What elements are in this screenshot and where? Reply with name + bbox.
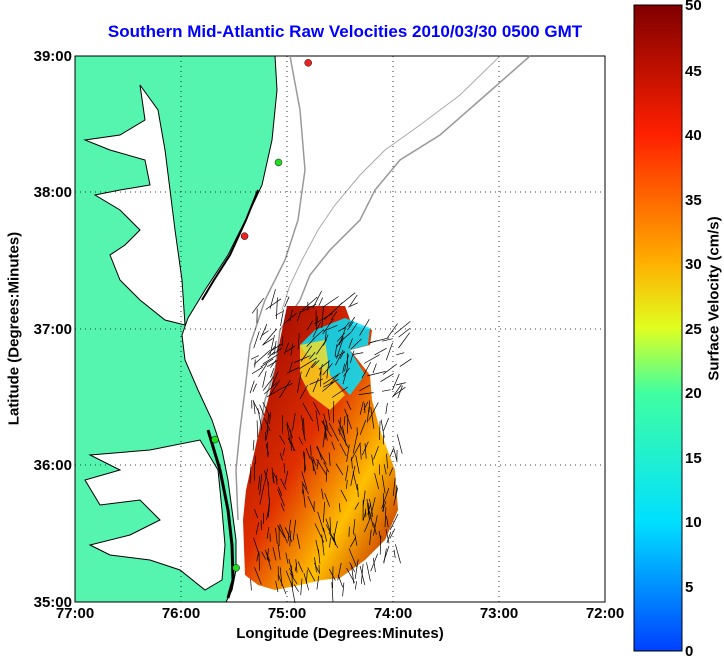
x-tick-label: 73:00	[459, 605, 539, 622]
x-tick-label: 74:00	[353, 605, 433, 622]
colorbar-tick: 15	[685, 450, 719, 467]
colorbar-tick: 40	[685, 127, 719, 144]
colorbar-tick: 35	[685, 192, 719, 209]
y-tick-label: 39:00	[6, 48, 72, 65]
x-tick-label: 77:00	[35, 605, 115, 622]
colorbar-tick: 20	[685, 385, 719, 402]
y-tick-label: 38:00	[6, 184, 72, 201]
x-tick-label: 75:00	[247, 605, 327, 622]
colorbar-tick: 5	[685, 579, 719, 596]
station-marker	[275, 159, 282, 166]
velocity-arrow	[257, 420, 258, 437]
colorbar-tick: 0	[685, 643, 719, 660]
velocity-arrow	[349, 527, 350, 537]
velocity-arrow	[369, 401, 370, 413]
x-tick-label: 72:00	[565, 605, 645, 622]
colorbar-tick: 10	[685, 514, 719, 531]
station-marker	[211, 436, 218, 443]
colorbar-tick: 30	[685, 256, 719, 273]
station-marker	[305, 59, 312, 66]
colorbar-tick: 50	[685, 0, 719, 14]
y-axis-label: Latitude (Degrees:Minutes)	[6, 229, 23, 429]
velocity-arrow	[365, 509, 366, 517]
station-marker	[233, 564, 240, 571]
colorbar-tick: 45	[685, 63, 719, 80]
x-axis-label: Longitude (Degrees:Minutes)	[180, 625, 500, 642]
station-marker	[241, 233, 248, 240]
colorbar	[634, 5, 682, 651]
x-tick-label: 76:00	[141, 605, 221, 622]
colorbar-tick: 25	[685, 321, 719, 338]
y-tick-label: 36:00	[6, 457, 72, 474]
colorbar-label: Surface Velocity (cm/s)	[706, 199, 723, 399]
